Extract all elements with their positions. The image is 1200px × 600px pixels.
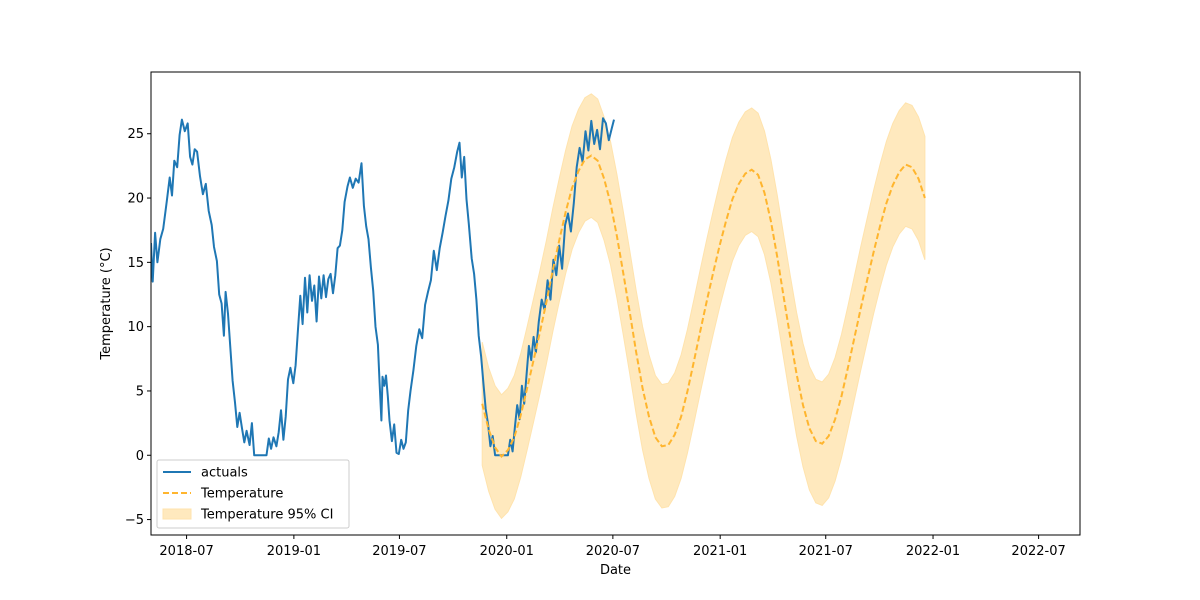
y-tick-label: −5	[125, 513, 144, 528]
legend-label-temperature-ci: Temperature 95% CI	[200, 508, 333, 523]
series-temperature-ci-band	[481, 93, 926, 520]
x-tick-label: 2021-01	[693, 544, 747, 559]
x-tick-label: 2020-01	[480, 544, 534, 559]
y-tick-label: 20	[127, 192, 144, 207]
x-tick-label: 2020-07	[586, 544, 640, 559]
series-actuals-line	[151, 117, 615, 457]
y-tick-label: 25	[127, 127, 144, 142]
axes-ticks: 2018-07 2019-01 2019-07 2020-01 2020-07 2021-…	[125, 127, 1066, 559]
x-tick-label: 2021-07	[799, 544, 853, 559]
plot-marks	[151, 93, 926, 520]
y-tick-label: 5	[136, 384, 144, 399]
x-tick-label: 2022-01	[906, 544, 960, 559]
plot-frame	[150, 71, 1081, 536]
series-temperature-line	[481, 154, 926, 459]
y-tick-label: 0	[136, 449, 144, 464]
y-axis-label: Temperature (°C)	[99, 247, 114, 360]
legend-swatch-temperature-ci	[162, 508, 192, 520]
legend-label-actuals: actuals	[201, 466, 248, 481]
x-tick-label: 2022-07	[1011, 544, 1065, 559]
y-tick-label: 15	[127, 256, 144, 271]
y-tick-label: 10	[127, 320, 144, 335]
x-tick-label: 2018-07	[159, 544, 213, 559]
x-axis-label: Date	[600, 563, 631, 578]
x-tick-label: 2019-01	[267, 544, 321, 559]
x-tick-label: 2019-07	[372, 544, 426, 559]
legend-box	[156, 459, 350, 529]
legend-label-temperature: Temperature	[200, 487, 283, 502]
plot-area	[151, 93, 926, 520]
legend: actuals Temperature Temperature 95% CI	[156, 459, 350, 529]
